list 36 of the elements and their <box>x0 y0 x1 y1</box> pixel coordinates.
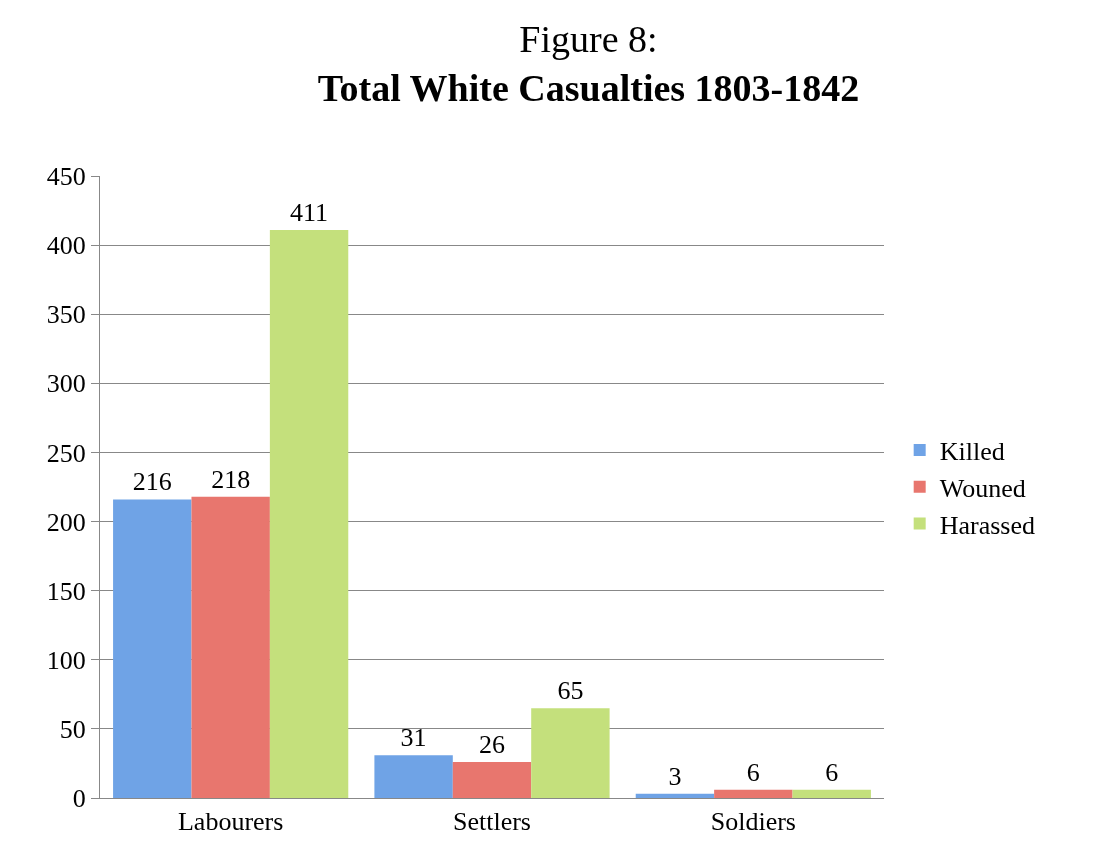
y-tick-label: 200 <box>46 507 86 537</box>
y-tick-label: 50 <box>59 714 86 744</box>
chart-subtitle: Total White Casualties 1803-1842 <box>317 67 860 110</box>
data-label: 31 <box>400 723 427 753</box>
chart-title: Figure 8: <box>519 18 658 61</box>
data-label: 26 <box>479 730 505 760</box>
data-label: 6 <box>825 757 839 787</box>
data-label: 65 <box>557 676 584 706</box>
bar <box>714 789 793 798</box>
data-label: 3 <box>668 761 682 791</box>
bar <box>452 762 532 798</box>
y-tick-label: 100 <box>46 645 86 675</box>
bar <box>269 229 349 798</box>
bar <box>792 789 871 798</box>
y-tick-label: 300 <box>46 369 86 399</box>
legend-label: Harassed <box>939 510 1035 540</box>
y-tick-label: 450 <box>46 162 86 192</box>
data-label: 411 <box>290 197 329 227</box>
y-tick-label: 350 <box>46 300 86 330</box>
bar <box>635 793 715 798</box>
bar <box>191 496 270 798</box>
data-label: 216 <box>132 467 172 497</box>
bar <box>374 755 453 798</box>
bar <box>531 708 610 798</box>
y-tick-label: 150 <box>46 576 86 606</box>
x-tick-label: Settlers <box>453 807 531 837</box>
legend-label: Killed <box>939 437 1005 467</box>
data-label: 6 <box>746 757 760 787</box>
y-tick-label: 400 <box>46 231 86 261</box>
data-label: 218 <box>211 464 251 494</box>
x-tick-label: Labourers <box>177 807 284 837</box>
y-tick-label: 250 <box>46 438 86 468</box>
legend-label: Wouned <box>939 473 1026 503</box>
bar <box>113 499 192 798</box>
y-tick-label: 0 <box>72 784 86 814</box>
x-tick-label: Soldiers <box>710 807 796 837</box>
